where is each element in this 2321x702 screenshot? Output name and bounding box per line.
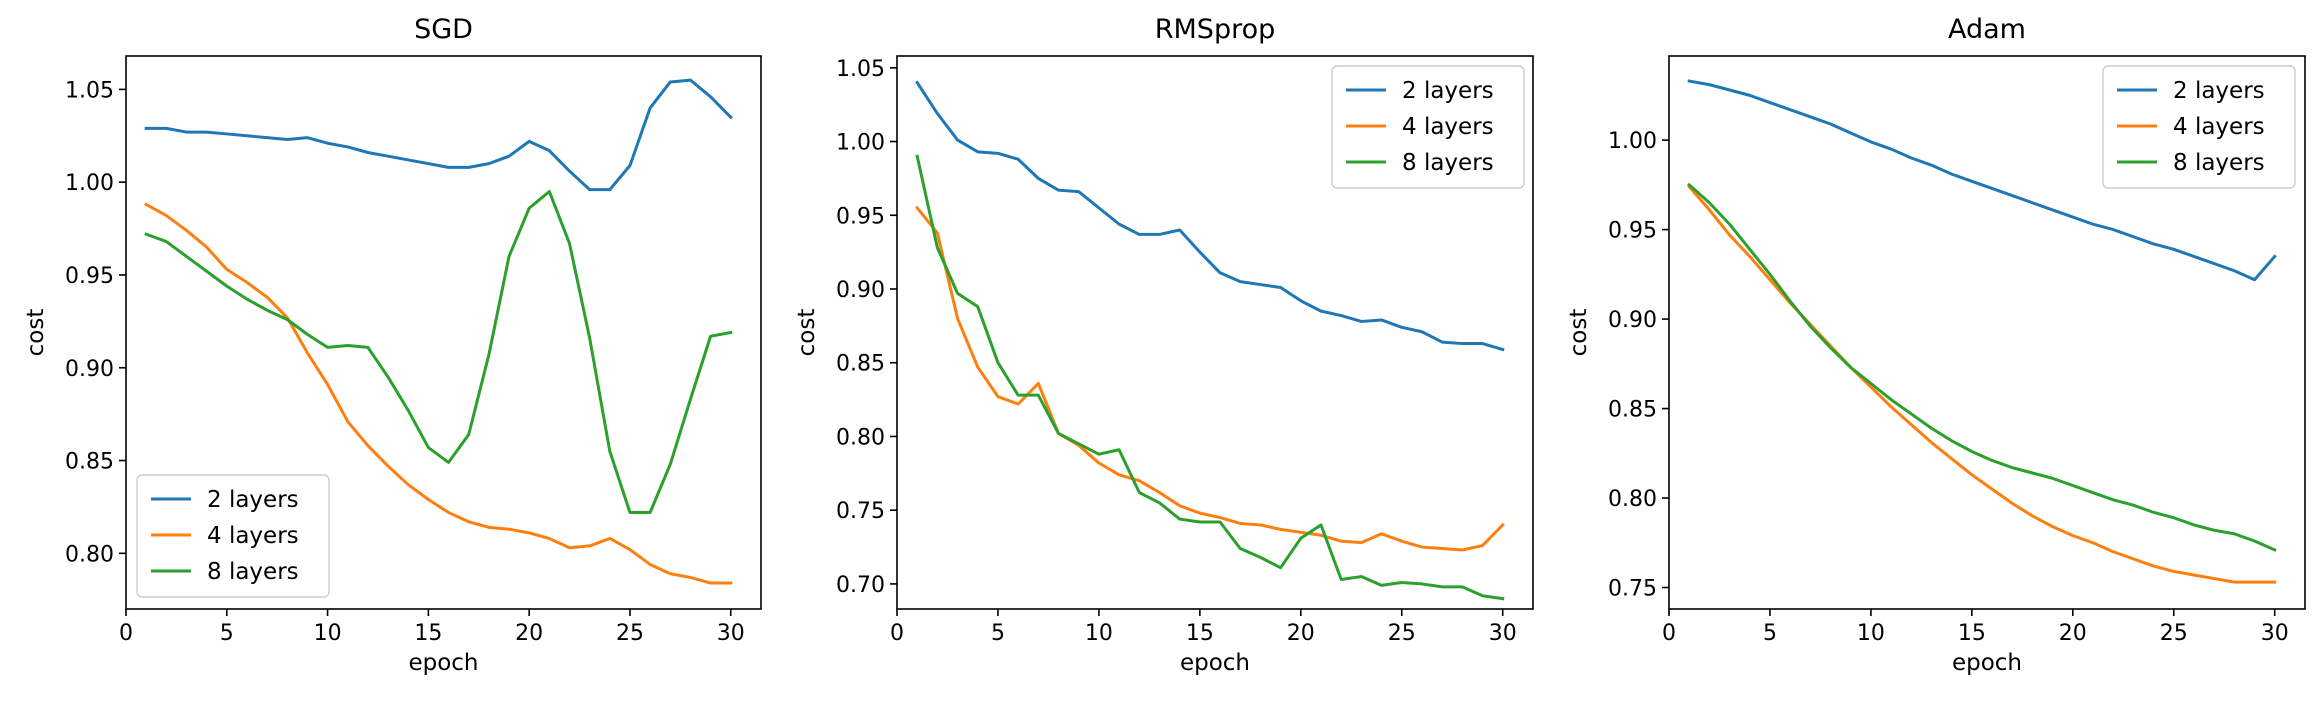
x-tick-label: 0 bbox=[1662, 621, 1676, 646]
y-axis-label: cost bbox=[1566, 309, 1592, 357]
y-tick-label: 1.00 bbox=[65, 171, 114, 196]
x-tick-label: 10 bbox=[1085, 621, 1113, 646]
legend-label: 8 layers bbox=[207, 559, 299, 585]
y-tick-label: 0.80 bbox=[65, 542, 114, 567]
x-tick-label: 20 bbox=[2059, 621, 2087, 646]
legend-box bbox=[1331, 65, 1525, 189]
legend: 2 layers 4 layers 8 layers bbox=[2102, 65, 2296, 189]
y-tick-label: 0.90 bbox=[1608, 308, 1657, 333]
chart-title: RMSprop bbox=[1155, 14, 1276, 45]
chart-title: SGD bbox=[414, 14, 473, 45]
y-tick-label: 0.80 bbox=[1608, 487, 1657, 512]
series-line-8-layers bbox=[915, 154, 1505, 601]
x-tick-label: 0 bbox=[890, 621, 904, 646]
legend-label: 8 layers bbox=[2173, 150, 2265, 176]
series-line-2-layers bbox=[915, 80, 1505, 352]
legend-label: 4 layers bbox=[207, 523, 299, 549]
y-tick-label: 0.70 bbox=[836, 573, 885, 598]
x-tick-label: 10 bbox=[314, 621, 342, 646]
legend-label: 4 layers bbox=[1402, 114, 1494, 140]
x-tick-label: 5 bbox=[991, 621, 1005, 646]
x-tick-label: 25 bbox=[616, 621, 644, 646]
subplot-rmsprop: 0 5 10 15 20 25 30 0.70 0.75 0.80 0.85 0.90 0.95 1.00… bbox=[794, 14, 1534, 676]
y-axis-label: cost bbox=[794, 309, 820, 357]
y-axis-label: cost bbox=[23, 309, 49, 357]
x-tick-label: 15 bbox=[1958, 621, 1986, 646]
y-tick-label: 0.75 bbox=[1608, 577, 1657, 602]
x-axis-label: epoch bbox=[408, 650, 478, 676]
x-tick-label: 15 bbox=[414, 621, 442, 646]
series-line-8-layers bbox=[144, 189, 733, 514]
legend: 2 layers 4 layers 8 layers bbox=[1331, 65, 1525, 189]
y-tick-label: 0.95 bbox=[65, 264, 114, 289]
x-axis-label: epoch bbox=[1952, 650, 2022, 676]
y-tick-label: 0.95 bbox=[1608, 219, 1657, 244]
x-tick-label: 15 bbox=[1186, 621, 1214, 646]
y-tick-label: 0.90 bbox=[836, 278, 885, 303]
legend-label: 4 layers bbox=[2173, 114, 2265, 140]
legend-label: 2 layers bbox=[2173, 78, 2265, 104]
series-line-4-layers bbox=[144, 202, 733, 585]
x-tick-label: 20 bbox=[515, 621, 543, 646]
series-line-4-layers bbox=[915, 205, 1505, 552]
y-tick-label: 1.00 bbox=[1608, 129, 1657, 154]
x-axis-label: epoch bbox=[1180, 650, 1250, 676]
axes-frame bbox=[896, 55, 1534, 610]
y-tick-label: 0.85 bbox=[1608, 398, 1657, 423]
y-tick-label: 0.85 bbox=[836, 352, 885, 377]
subplot-adam: 0 5 10 15 20 25 30 0.75 0.80 0.85 0.90 0.95 1.00 Adam… bbox=[1566, 14, 2306, 676]
legend: 2 layers 4 layers 8 layers bbox=[136, 474, 330, 598]
x-tick-label: 30 bbox=[717, 621, 745, 646]
legend-label: 2 layers bbox=[1402, 78, 1494, 104]
y-tick-label: 1.00 bbox=[836, 131, 885, 156]
y-tick-label: 0.80 bbox=[836, 425, 885, 450]
x-tick-label: 30 bbox=[2261, 621, 2289, 646]
x-tick-label: 25 bbox=[2160, 621, 2188, 646]
legend-label: 8 layers bbox=[1402, 150, 1494, 176]
x-tick-label: 20 bbox=[1287, 621, 1315, 646]
y-tick-label: 0.75 bbox=[836, 499, 885, 524]
axes-frame bbox=[125, 55, 762, 610]
y-tick-label: 0.85 bbox=[65, 450, 114, 475]
y-tick-label: 0.95 bbox=[836, 204, 885, 229]
subplot-sgd: 0 5 10 15 20 25 30 0.80 0.85 0.90 0.95 1.00 1.05 SGD e… bbox=[23, 14, 762, 676]
chart-title: Adam bbox=[1948, 14, 2026, 45]
x-tick-label: 5 bbox=[220, 621, 234, 646]
y-tick-label: 1.05 bbox=[65, 78, 114, 103]
series-line-2-layers bbox=[1687, 79, 2277, 282]
series-line-8-layers bbox=[1687, 182, 2277, 552]
x-tick-label: 30 bbox=[1489, 621, 1517, 646]
legend-box bbox=[136, 474, 330, 598]
y-tick-label: 0.90 bbox=[65, 357, 114, 382]
x-tick-label: 10 bbox=[1857, 621, 1885, 646]
x-tick-label: 0 bbox=[119, 621, 133, 646]
legend-box bbox=[2102, 65, 2296, 189]
series-line-2-layers bbox=[144, 78, 733, 192]
x-tick-label: 5 bbox=[1763, 621, 1777, 646]
x-tick-label: 25 bbox=[1388, 621, 1416, 646]
legend-label: 2 layers bbox=[207, 487, 299, 513]
y-tick-label: 1.05 bbox=[836, 57, 885, 82]
axes-frame bbox=[1668, 55, 2306, 610]
